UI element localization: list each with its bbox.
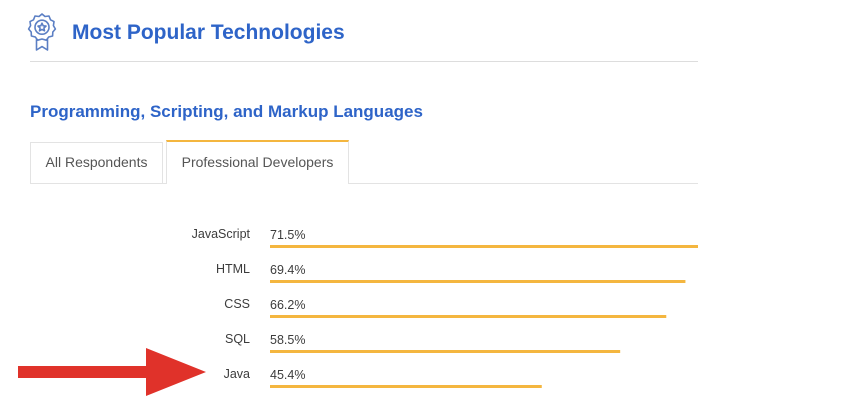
category-label-html: HTML	[216, 262, 250, 276]
respondent-tabs: All Respondents Professional Developers	[30, 140, 698, 184]
value-label-css: 66.2%	[270, 298, 305, 312]
category-label-css: CSS	[224, 297, 250, 311]
bar-sql	[270, 350, 621, 353]
arrow-shape	[18, 348, 206, 396]
value-label-sql: 58.5%	[270, 333, 305, 347]
bar-javascript	[270, 245, 698, 248]
languages-bar-chart: JavaScript 71.5% HTML 69.4% CSS 66.2% SQL 58.5%…	[0, 214, 850, 400]
header-divider	[30, 61, 698, 62]
award-ribbon-icon	[26, 12, 58, 52]
red-arrow-annotation	[16, 346, 206, 398]
tab-all-respondents[interactable]: All Respondents	[30, 142, 163, 183]
bar-css	[270, 315, 667, 318]
category-label-java: Java	[224, 367, 250, 381]
section-title: Programming, Scripting, and Markup Langu…	[30, 102, 423, 121]
value-label-java: 45.4%	[270, 368, 305, 382]
tabs-baseline	[30, 183, 698, 184]
value-label-html: 69.4%	[270, 263, 305, 277]
bar-html	[270, 280, 686, 283]
category-label-javascript: JavaScript	[192, 227, 251, 241]
bar-java	[270, 385, 542, 388]
category-label-sql: SQL	[225, 332, 250, 346]
tab-professional-developers[interactable]: Professional Developers	[166, 140, 349, 184]
value-label-javascript: 71.5%	[270, 228, 305, 242]
page-title: Most Popular Technologies	[72, 21, 345, 44]
